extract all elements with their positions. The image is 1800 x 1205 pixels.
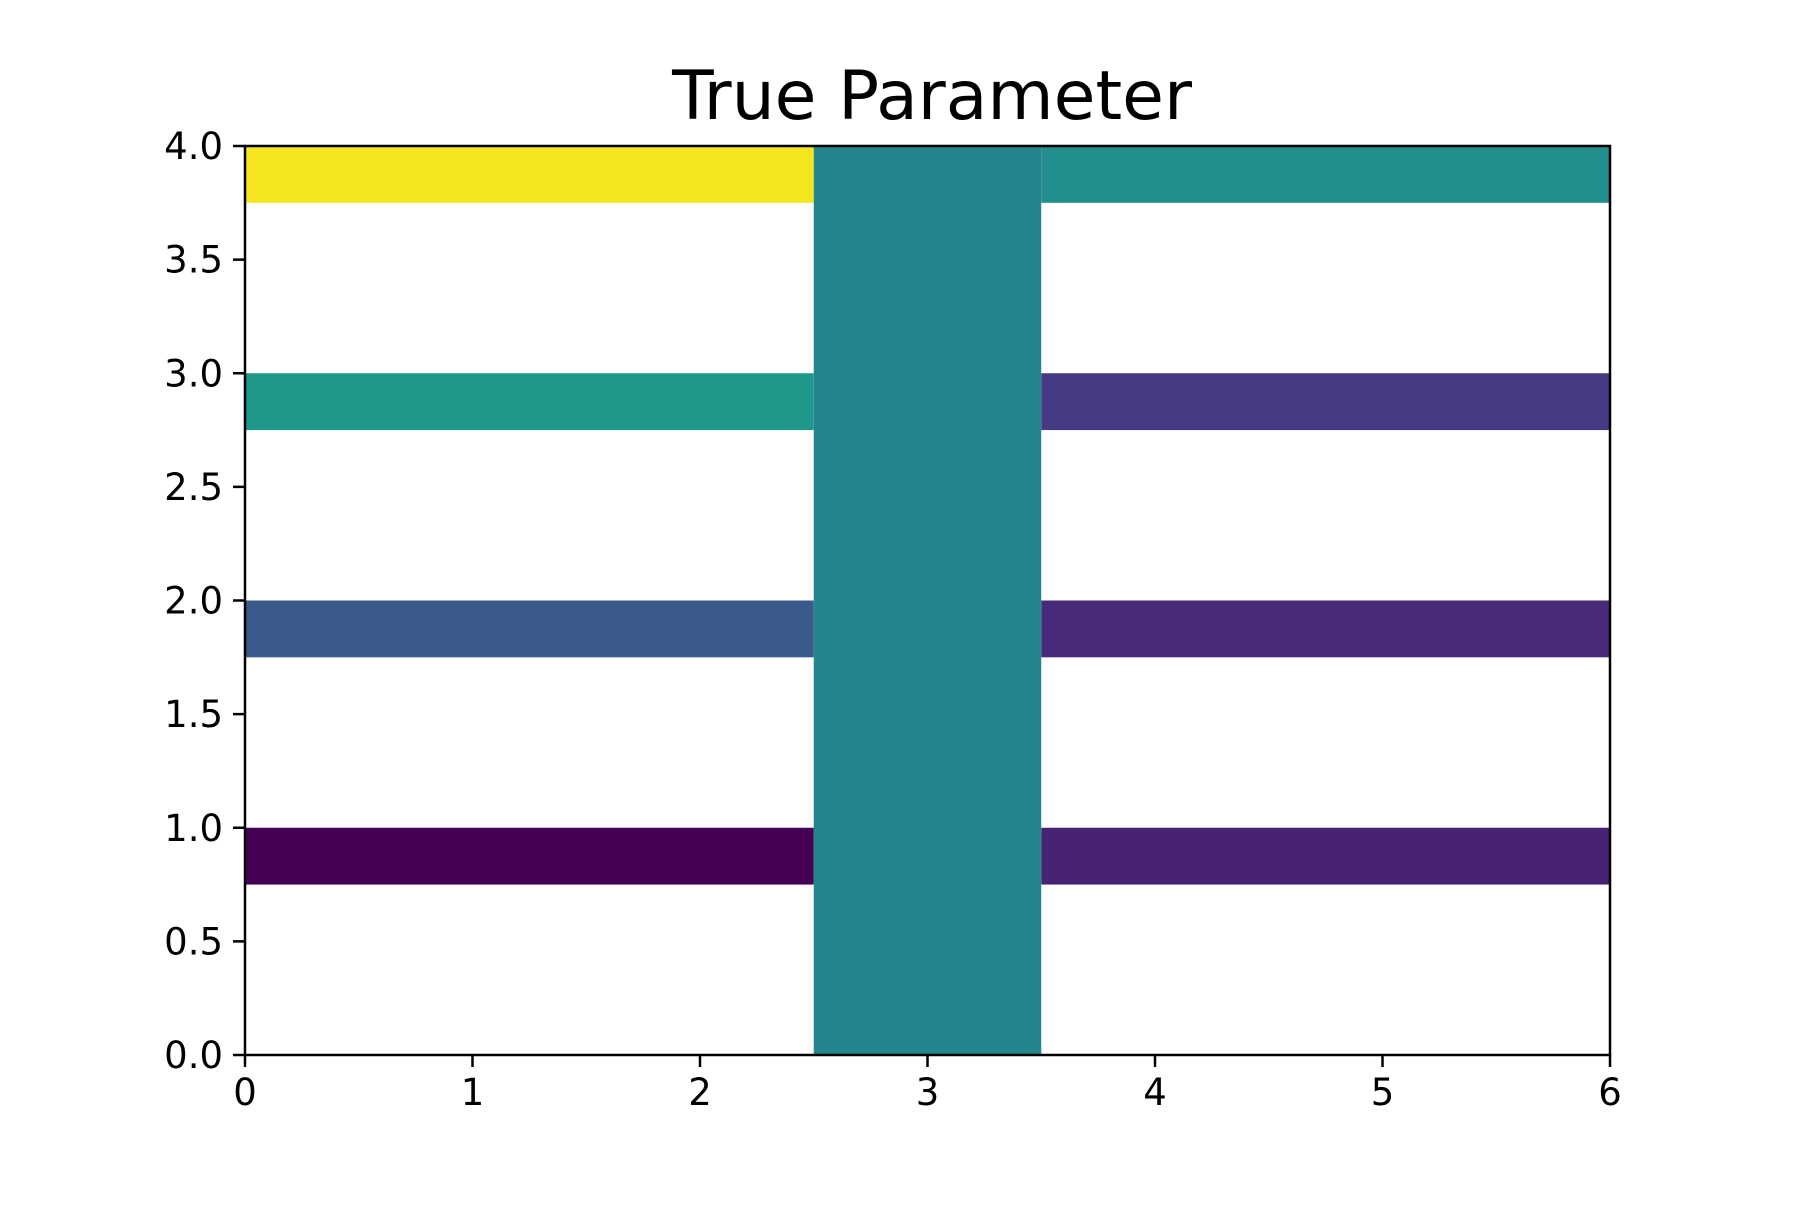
region-left-band-1 — [245, 827, 814, 885]
y-tick-label: 3.5 — [164, 239, 223, 282]
x-tick-label: 0 — [233, 1071, 257, 1114]
y-tick-label: 1.0 — [164, 807, 223, 850]
region-central-column — [813, 146, 1042, 1055]
region-right-band-2 — [1041, 600, 1610, 658]
chart-title: True Parameter — [671, 57, 1192, 136]
x-tick-label: 2 — [688, 1071, 712, 1114]
region-right-band-4 — [1041, 146, 1610, 203]
region-left-band-3 — [245, 373, 814, 431]
y-tick-label: 2.0 — [164, 580, 223, 623]
y-tick-label: 3.0 — [164, 352, 223, 395]
x-tick-label: 6 — [1598, 1071, 1622, 1114]
region-right-band-3 — [1041, 373, 1610, 431]
y-tick-label: 4.0 — [164, 125, 223, 168]
region-left-band-2 — [245, 600, 814, 658]
x-tick-label: 5 — [1371, 1071, 1395, 1114]
y-tick-label: 0.5 — [164, 920, 223, 963]
y-tick-label: 1.5 — [164, 693, 223, 736]
y-tick-label: 0.0 — [164, 1034, 223, 1077]
heatmap-regions — [245, 146, 1610, 1055]
x-tick-label: 1 — [461, 1071, 485, 1114]
region-right-band-1 — [1041, 827, 1610, 885]
region-left-band-4 — [245, 146, 814, 203]
axis-ticks: 0 1 2 3 4 5 6 0.0 0.5 1.0 1.5 2.0 2.5 3.0 3.5 4.0 — [164, 125, 1622, 1114]
x-tick-label: 3 — [916, 1071, 940, 1114]
x-tick-label: 4 — [1143, 1071, 1167, 1114]
y-tick-label: 2.5 — [164, 466, 223, 509]
